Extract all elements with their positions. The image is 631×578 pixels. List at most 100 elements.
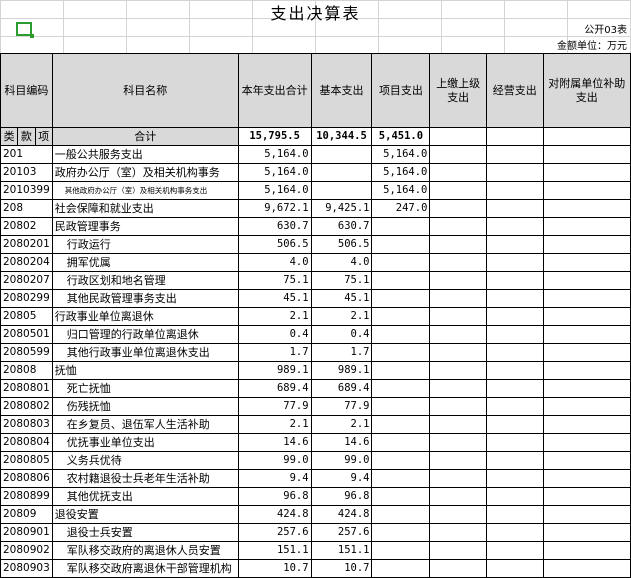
row-project[interactable] [371, 289, 431, 308]
row-remit[interactable] [429, 253, 487, 272]
row-basic[interactable]: 14.6 [310, 433, 373, 452]
row-code[interactable]: 2080901 [0, 523, 53, 542]
row-business[interactable] [486, 235, 544, 254]
row-basic[interactable]: 9,425.1 [310, 199, 373, 218]
row-remit[interactable] [429, 307, 487, 326]
row-project[interactable]: 5,164.0 [371, 181, 431, 200]
row-name[interactable]: 在乡复员、退伍军人生活补助 [51, 415, 239, 434]
row-name[interactable]: 其他行政事业单位离退休支出 [51, 343, 239, 362]
row-total[interactable]: 5,164.0 [237, 163, 312, 182]
row-total[interactable]: 14.6 [237, 433, 312, 452]
row-code[interactable]: 2080903 [0, 559, 53, 578]
row-business[interactable] [486, 289, 544, 308]
row-business[interactable] [486, 451, 544, 470]
row-subsidy[interactable] [542, 253, 631, 272]
row-basic[interactable] [310, 163, 373, 182]
col-header-total[interactable]: 本年支出合计 [237, 53, 312, 128]
row-remit[interactable] [429, 451, 487, 470]
row-business[interactable] [486, 415, 544, 434]
row-basic[interactable]: 630.7 [310, 217, 373, 236]
row-total[interactable]: 9.4 [237, 469, 312, 488]
row-code[interactable]: 2010399 [0, 181, 53, 200]
row-name[interactable]: 社会保障和就业支出 [51, 199, 239, 218]
total-remit[interactable] [429, 127, 487, 146]
row-basic[interactable]: 10.7 [310, 559, 373, 578]
row-remit[interactable] [429, 217, 487, 236]
row-name[interactable]: 其他政府办公厅（室）及相关机构事务支出 [51, 181, 239, 200]
row-basic[interactable]: 2.1 [310, 307, 373, 326]
total-project[interactable]: 5,451.0 [371, 127, 431, 146]
row-basic[interactable]: 99.0 [310, 451, 373, 470]
row-business[interactable] [486, 523, 544, 542]
row-total[interactable]: 4.0 [237, 253, 312, 272]
row-subsidy[interactable] [542, 325, 631, 344]
row-basic[interactable]: 2.1 [310, 415, 373, 434]
row-code[interactable]: 2080204 [0, 253, 53, 272]
row-business[interactable] [486, 163, 544, 182]
row-subsidy[interactable] [542, 415, 631, 434]
row-code[interactable]: 20805 [0, 307, 53, 326]
row-project[interactable] [371, 307, 431, 326]
row-basic[interactable]: 989.1 [310, 361, 373, 380]
row-subsidy[interactable] [542, 469, 631, 488]
row-code[interactable]: 2080802 [0, 397, 53, 416]
row-code[interactable]: 2080902 [0, 541, 53, 560]
row-name[interactable]: 其他民政管理事务支出 [51, 289, 239, 308]
row-code[interactable]: 208 [0, 199, 53, 218]
row-business[interactable] [486, 307, 544, 326]
row-basic[interactable]: 257.6 [310, 523, 373, 542]
row-total[interactable]: 5,164.0 [237, 181, 312, 200]
row-code[interactable]: 2080806 [0, 469, 53, 488]
row-total[interactable]: 2.1 [237, 415, 312, 434]
row-business[interactable] [486, 433, 544, 452]
row-project[interactable]: 5,164.0 [371, 163, 431, 182]
row-name[interactable]: 死亡抚恤 [51, 379, 239, 398]
row-remit[interactable] [429, 145, 487, 164]
row-subsidy[interactable] [542, 181, 631, 200]
row-total[interactable]: 257.6 [237, 523, 312, 542]
row-business[interactable] [486, 361, 544, 380]
row-code[interactable]: 20808 [0, 361, 53, 380]
sum-label[interactable]: 合计 [51, 127, 239, 146]
row-code[interactable]: 2080805 [0, 451, 53, 470]
row-total[interactable]: 151.1 [237, 541, 312, 560]
row-basic[interactable]: 75.1 [310, 271, 373, 290]
total-basic[interactable]: 10,344.5 [310, 127, 373, 146]
row-basic[interactable]: 77.9 [310, 397, 373, 416]
row-basic[interactable] [310, 145, 373, 164]
row-subsidy[interactable] [542, 361, 631, 380]
row-business[interactable] [486, 541, 544, 560]
total-business[interactable] [486, 127, 544, 146]
row-total[interactable]: 96.8 [237, 487, 312, 506]
row-name[interactable]: 退役士兵安置 [51, 523, 239, 542]
col-header-basic[interactable]: 基本支出 [310, 53, 373, 128]
row-name[interactable]: 政府办公厅（室）及相关机构事务 [51, 163, 239, 182]
row-project[interactable] [371, 559, 431, 578]
row-business[interactable] [486, 343, 544, 362]
row-basic[interactable]: 45.1 [310, 289, 373, 308]
row-code[interactable]: 2080801 [0, 379, 53, 398]
row-basic[interactable]: 151.1 [310, 541, 373, 560]
row-name[interactable]: 军队移交政府离退休干部管理机构 [51, 559, 239, 578]
row-project[interactable] [371, 505, 431, 524]
row-subsidy[interactable] [542, 343, 631, 362]
row-subsidy[interactable] [542, 397, 631, 416]
row-subsidy[interactable] [542, 379, 631, 398]
row-basic[interactable]: 4.0 [310, 253, 373, 272]
row-remit[interactable] [429, 559, 487, 578]
row-remit[interactable] [429, 163, 487, 182]
row-subsidy[interactable] [542, 523, 631, 542]
row-project[interactable] [371, 379, 431, 398]
col-header-remit[interactable]: 上缴上级支出 [429, 53, 487, 128]
row-subsidy[interactable] [542, 199, 631, 218]
row-business[interactable] [486, 181, 544, 200]
row-project[interactable]: 247.0 [371, 199, 431, 218]
row-name[interactable]: 归口管理的行政单位离退休 [51, 325, 239, 344]
row-business[interactable] [486, 469, 544, 488]
row-project[interactable] [371, 271, 431, 290]
col-header-name[interactable]: 科目名称 [51, 53, 239, 128]
row-name[interactable]: 抚恤 [51, 361, 239, 380]
row-name[interactable]: 农村籍退役士兵老年生活补助 [51, 469, 239, 488]
row-name[interactable]: 义务兵优待 [51, 451, 239, 470]
row-remit[interactable] [429, 469, 487, 488]
